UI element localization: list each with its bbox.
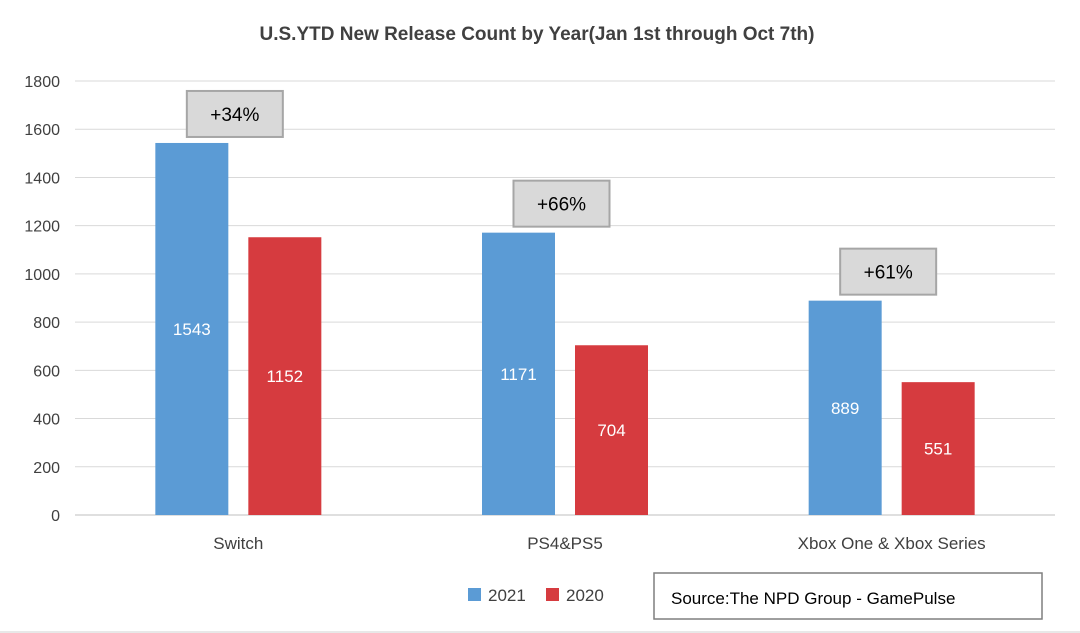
y-tick-label: 1800 [24,74,60,91]
legend-swatch-2021 [468,588,481,601]
annotation-label: +34% [210,105,259,126]
y-tick-label: 1600 [24,122,60,139]
y-tick-label: 200 [33,460,60,477]
data-label: 889 [831,399,859,418]
data-label: 1543 [173,320,211,339]
source-box-frame [653,572,1043,620]
bar-2020-0 [248,237,322,516]
bars [155,142,975,516]
annotations: +34% +66% +61% [185,89,938,296]
annotation-label: +61% [864,263,913,284]
data-label: 1171 [500,365,537,384]
legend-swatch-2020 [546,588,559,601]
y-tick-label: 1200 [24,219,60,236]
bar-2020-1 [575,345,648,515]
y-tick-label: 400 [33,412,60,429]
bar-2021-2 [808,300,882,515]
bar-2021-0 [155,142,229,515]
data-label: 1152 [267,367,304,386]
legend-label: 2020 [566,586,604,605]
x-tick-label: Xbox One & Xbox Series [798,534,986,553]
y-tick-label: 800 [33,315,60,332]
x-tick-label: Switch [213,534,263,553]
annotation-2: +61% [839,247,938,296]
y-tick-label: 0 [51,508,60,525]
data-labels: 1543 1152 1171 704 889 551 [173,320,952,459]
bar-2021-1 [482,232,555,516]
annotation-box [839,247,938,296]
data-label: 551 [924,440,952,459]
gridlines [75,80,1055,516]
bar-2020-2 [901,382,975,515]
annotation-label: +66% [537,195,586,216]
chart-title: U.S.YTD New Release Count by Year(Jan 1s… [260,24,815,45]
y-tick-label: 1400 [24,170,60,187]
y-tick-label: 600 [33,363,60,380]
y-axis: 0 200 400 600 800 1000 1200 1400 1600 1800 [24,74,60,525]
annotation-1: +66% [512,179,611,228]
source-text: Source:The NPD Group - GamePulse [671,589,955,608]
annotation-0: +34% [185,89,284,138]
annotation-box [512,179,611,228]
y-tick-label: 1000 [24,267,60,284]
legend: 2021 2020 [468,586,604,605]
x-axis: Switch PS4&PS5 Xbox One & Xbox Series [213,534,985,553]
legend-label: 2021 [488,586,526,605]
x-tick-label: PS4&PS5 [527,534,603,553]
annotation-box [185,89,284,138]
source-box: Source:The NPD Group - GamePulse [653,572,1043,620]
data-label: 704 [597,421,625,440]
